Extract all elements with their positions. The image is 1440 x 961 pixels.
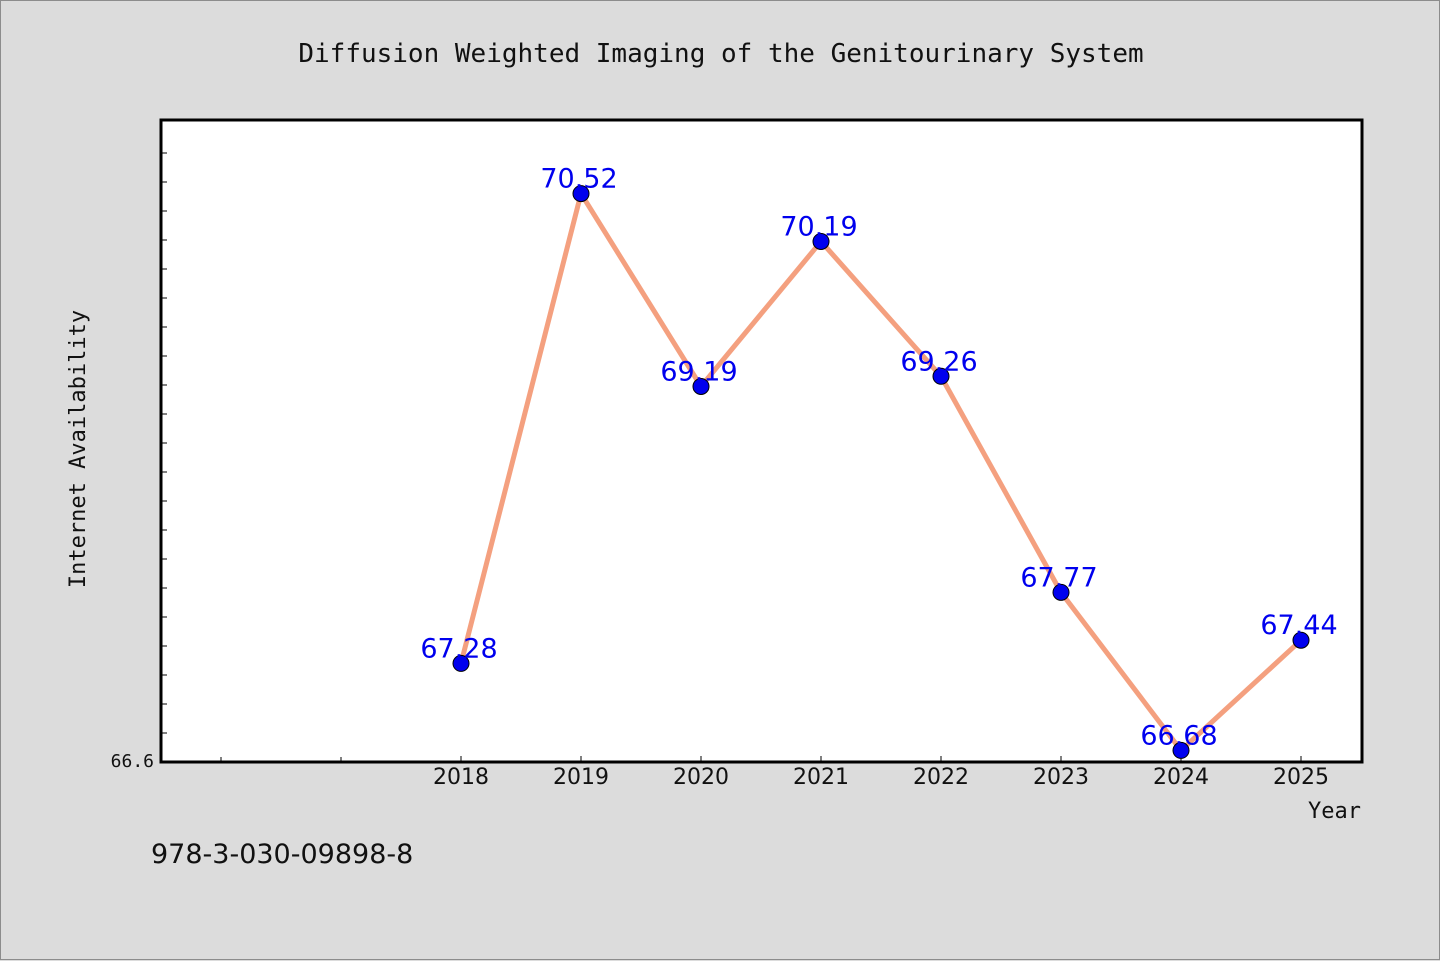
data-label-2021: 70.19 [780, 211, 857, 242]
data-point-2020 [692, 377, 710, 395]
y-axis-ticks [161, 152, 167, 734]
x-tick-label-2021: 2021 [793, 765, 849, 790]
x-axis-tick-labels: 2018 2019 2020 2021 2022 2023 2024 2025 [433, 765, 1329, 790]
data-label-2023: 67.77 [1020, 562, 1097, 593]
x-tick-label-2024: 2024 [1153, 765, 1209, 790]
data-label-2020: 69.19 [660, 356, 737, 387]
data-point-2019 [572, 185, 590, 203]
x-tick-label-2019: 2019 [553, 765, 609, 790]
data-label-2022: 69.26 [900, 346, 977, 377]
x-tick-label-2023: 2023 [1033, 765, 1089, 790]
series-line-0 [458, 191, 1304, 753]
data-point-2024 [1172, 741, 1190, 759]
data-point-2023 [1052, 583, 1070, 601]
x-tick-label-2018: 2018 [433, 765, 489, 790]
y-axis-label: Internet Availability [66, 310, 91, 588]
x-tick-label-2025: 2025 [1273, 765, 1329, 790]
chart-title: Diffusion Weighted Imaging of the Genito… [298, 39, 1143, 69]
series-group: 67.28 70.52 69.19 70.19 69.26 67.77 66.68 67.44 [420, 164, 1338, 759]
x-axis-ticks [220, 756, 1302, 762]
x-tick-label-2020: 2020 [673, 765, 729, 790]
data-point-2025 [1292, 631, 1310, 649]
x-tick-label-2022: 2022 [913, 765, 969, 790]
x-axis-label: Year [1308, 799, 1361, 824]
isbn-text: 978-3-030-09898-8 [151, 839, 413, 870]
data-point-2018 [452, 654, 470, 672]
y-axis-min-label: 66.6 [111, 751, 154, 772]
data-point-2021 [812, 232, 830, 250]
data-label-2018: 67.28 [420, 633, 497, 664]
data-label-2025: 67.44 [1260, 610, 1337, 641]
plot-area [159, 118, 1364, 764]
data-point-2022 [932, 367, 950, 385]
data-label-2024: 66.68 [1140, 720, 1217, 751]
data-label-2019: 70.52 [540, 164, 617, 195]
